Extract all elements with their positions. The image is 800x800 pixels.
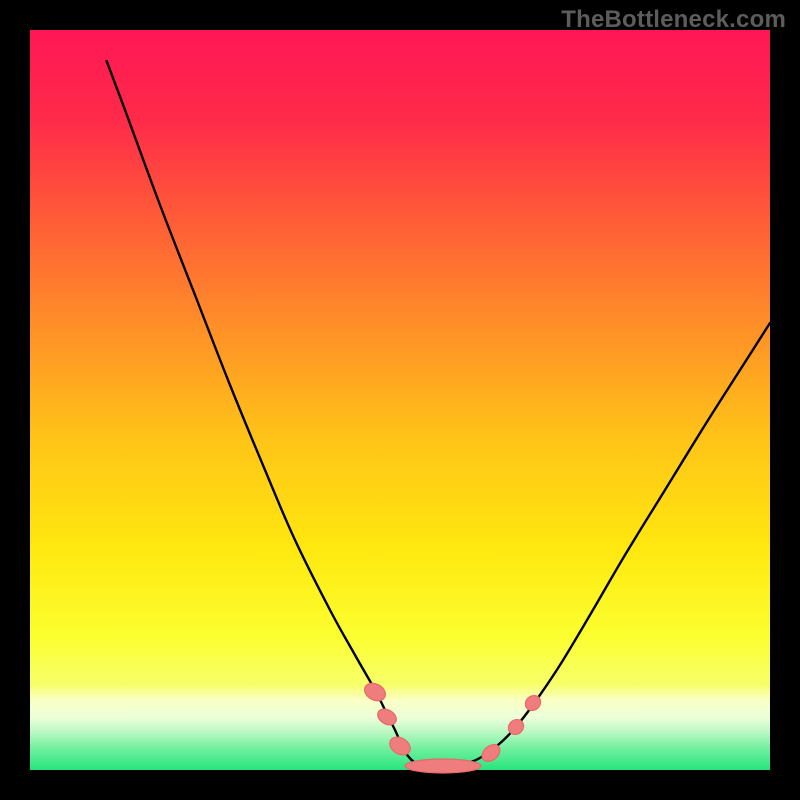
gradient-panel bbox=[30, 30, 770, 770]
chart-frame: TheBottleneck.com bbox=[0, 0, 800, 800]
watermark-text: TheBottleneck.com bbox=[561, 6, 786, 34]
chart-svg bbox=[0, 0, 800, 800]
curve-marker bbox=[405, 759, 481, 773]
